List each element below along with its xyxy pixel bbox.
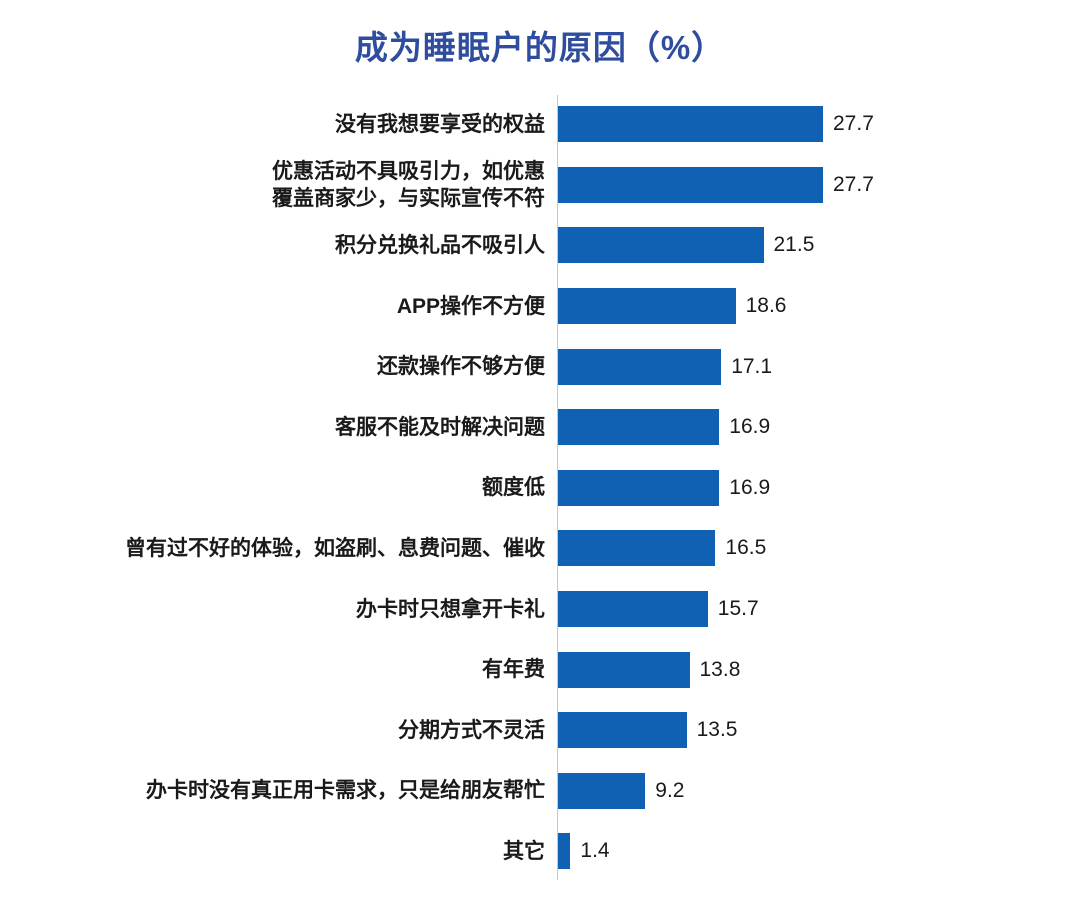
category-label: 优惠活动不具吸引力，如优惠 覆盖商家少，与实际宣传不符 (272, 159, 545, 210)
bar (557, 712, 687, 749)
category-label: 办卡时只想拿开卡礼 (356, 597, 545, 621)
category-label: 额度低 (482, 476, 545, 500)
category-label: APP操作不方便 (396, 294, 545, 318)
bar-zone: 16.5 (557, 518, 1080, 579)
category-label: 积分兑换礼品不吸引人 (335, 233, 545, 257)
bar (557, 530, 716, 567)
category-label: 还款操作不够方便 (377, 355, 545, 379)
bar (557, 833, 571, 870)
value-label: 16.5 (725, 536, 767, 560)
category-label: 其它 (503, 839, 545, 863)
chart-row: 积分兑换礼品不吸引人 21.5 (0, 215, 1080, 276)
bar (557, 348, 722, 385)
value-label: 1.4 (580, 839, 610, 863)
value-label: 16.9 (729, 475, 771, 499)
category-label: 没有我想要享受的权益 (335, 112, 545, 136)
value-label: 21.5 (773, 233, 815, 257)
bar (557, 591, 708, 628)
chart-row: 办卡时只想拿开卡礼 15.7 (0, 579, 1080, 640)
y-axis-line (557, 95, 558, 880)
bar-zone: 27.7 (557, 94, 1080, 155)
chart-row: 没有我想要享受的权益 27.7 (0, 94, 1080, 155)
bar-zone: 16.9 (557, 458, 1080, 519)
value-label: 16.9 (729, 415, 771, 439)
bar (557, 288, 736, 325)
chart-row: 还款操作不够方便 17.1 (0, 336, 1080, 397)
category-label: 分期方式不灵活 (398, 718, 545, 742)
bar (557, 772, 646, 809)
bar-zone: 13.8 (557, 639, 1080, 700)
bar-zone: 18.6 (557, 276, 1080, 337)
bar-zone: 15.7 (557, 579, 1080, 640)
value-label: 15.7 (717, 597, 759, 621)
category-label: 曾有过不好的体验，如盗刷、息费问题、催收 (125, 536, 545, 560)
chart-row: 有年费 13.8 (0, 639, 1080, 700)
chart-row: 额度低 16.9 (0, 458, 1080, 519)
value-label: 9.2 (655, 778, 685, 802)
chart-row: 优惠活动不具吸引力，如优惠 覆盖商家少，与实际宣传不符 27.7 (0, 155, 1080, 216)
chart-row: 分期方式不灵活 13.5 (0, 700, 1080, 761)
value-label: 18.6 (745, 294, 787, 318)
chart-title: 成为睡眠户的原因（%） (354, 29, 726, 66)
value-label: 27.7 (833, 112, 874, 136)
bar-chart-plot-area: 没有我想要享受的权益 27.7 优惠活动不具吸引力，如优惠 覆盖商家少，与实际宣… (0, 94, 1080, 882)
category-label: 有年费 (482, 658, 545, 682)
bar-zone: 21.5 (557, 215, 1080, 276)
chart-row: APP操作不方便 18.6 (0, 276, 1080, 337)
bar (557, 409, 720, 446)
category-label: 客服不能及时解决问题 (335, 415, 545, 439)
bar-zone: 9.2 (557, 761, 1080, 822)
chart-row: 办卡时没有真正用卡需求，只是给朋友帮忙 9.2 (0, 761, 1080, 822)
bar (557, 106, 823, 143)
value-label: 13.5 (696, 718, 738, 742)
category-label: 办卡时没有真正用卡需求，只是给朋友帮忙 (146, 779, 545, 803)
value-label: 17.1 (731, 354, 773, 378)
bar (557, 227, 764, 264)
bar-zone: 13.5 (557, 700, 1080, 761)
bar (557, 469, 720, 506)
bar (557, 651, 690, 688)
chart-row: 客服不能及时解决问题 16.9 (0, 397, 1080, 458)
bar-zone: 16.9 (557, 397, 1080, 458)
chart-row: 其它 1.4 (0, 821, 1080, 882)
value-label: 27.7 (833, 172, 874, 196)
bar-zone: 27.7 (557, 155, 1080, 216)
value-label: 13.8 (699, 657, 741, 681)
bar-zone: 17.1 (557, 336, 1080, 397)
bar (557, 166, 823, 203)
chart-row: 曾有过不好的体验，如盗刷、息费问题、催收 16.5 (0, 518, 1080, 579)
bar-zone: 1.4 (557, 821, 1080, 882)
